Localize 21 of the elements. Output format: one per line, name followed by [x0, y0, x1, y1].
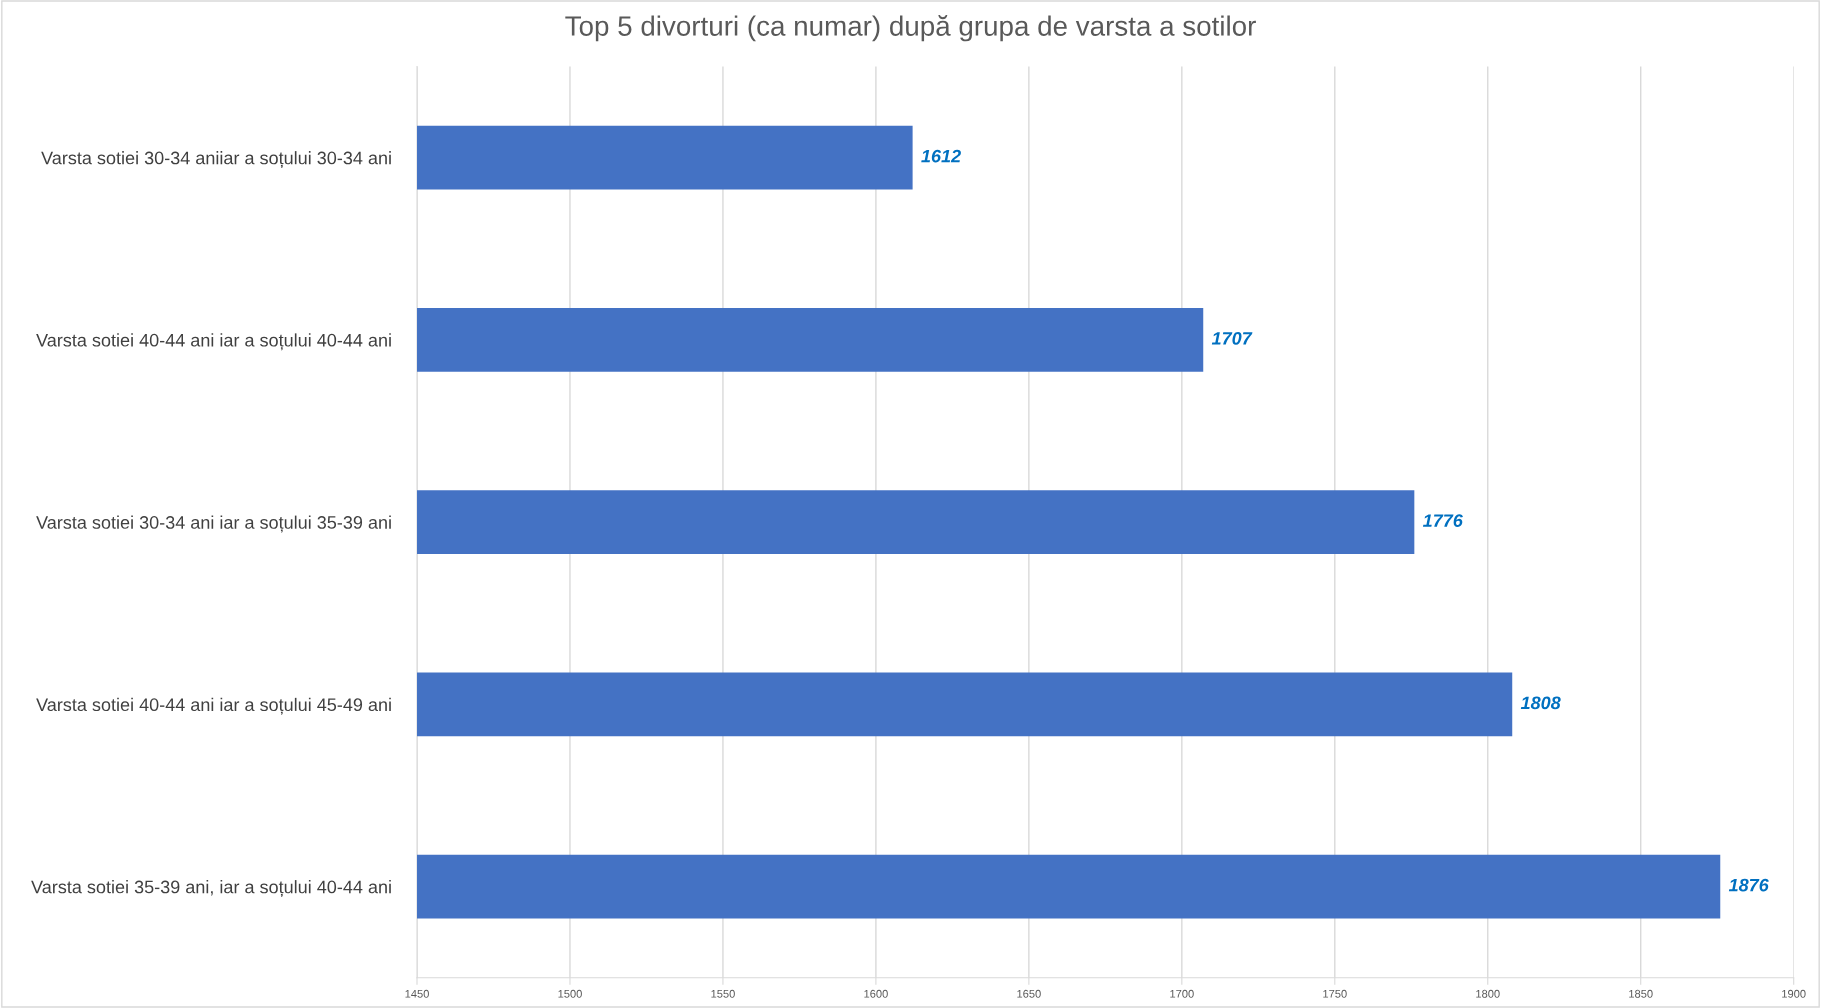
data-label: 1876 — [1728, 878, 1769, 892]
x-tick-label: 1450 — [405, 989, 429, 998]
x-tick-label: 1650 — [1017, 989, 1041, 998]
x-tick-label: 1850 — [1629, 989, 1653, 998]
data-label: 1707 — [1211, 331, 1253, 345]
chart-title: Top 5 divorturi (ca numar) după grupa de varsta a sotilor — [565, 15, 1256, 42]
data-label: 1776 — [1422, 514, 1463, 527]
data-label: 1612 — [921, 149, 961, 163]
x-tick-label: 1750 — [1323, 989, 1347, 998]
y-tick-label: Varsta sotiei 30-34 ani iar a soțului 35-39 ani — [36, 515, 391, 533]
x-tick-label: 1600 — [864, 989, 888, 998]
x-tick-label: 1500 — [558, 989, 582, 998]
x-tick-label: 1900 — [1782, 989, 1806, 998]
x-tick-label: 1550 — [711, 989, 735, 998]
y-tick-label: Varsta sotiei 30-34 aniiar a soțului 30-34 ani — [41, 151, 391, 169]
x-tick-label: 1700 — [1170, 989, 1194, 998]
data-label: 1808 — [1520, 696, 1561, 710]
x-tick-label: 1800 — [1476, 989, 1500, 998]
y-tick-label: Varsta sotiei 40-44 ani iar a soțului 40-44 ani — [36, 333, 391, 351]
y-tick-label: Varsta sotiei 40-44 ani iar a soțului 45-49 ani — [36, 697, 391, 715]
y-tick-label: Varsta sotiei 35-39 ani, iar a soțului 40-44 ani — [31, 880, 391, 897]
